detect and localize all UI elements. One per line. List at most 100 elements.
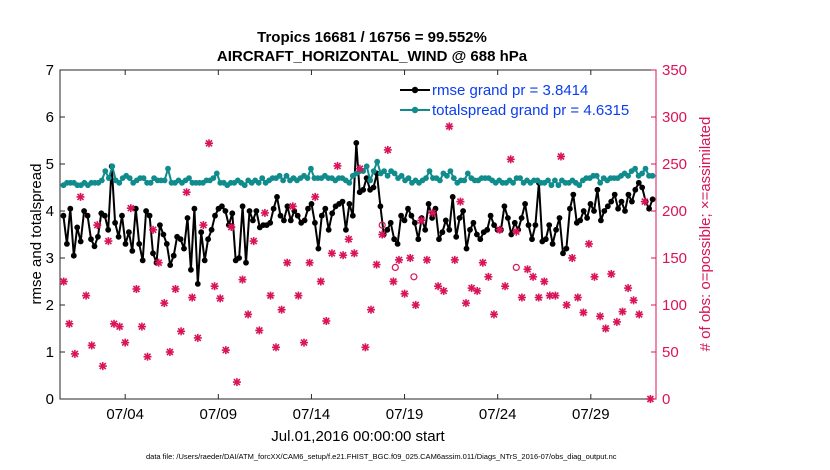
- rmse-point: [129, 248, 136, 254]
- obs-asterisk-stroke: [423, 256, 431, 264]
- rmse-point: [325, 226, 332, 233]
- obs-asterisk-stroke: [563, 301, 571, 309]
- rmse-point: [77, 238, 84, 245]
- rmse-point: [629, 198, 635, 205]
- rmse-point: [67, 205, 74, 212]
- rmse-point: [70, 252, 77, 259]
- rmse-point: [322, 205, 329, 212]
- obs-assimilated-point: [573, 293, 582, 302]
- left-tick-label: 2: [46, 297, 54, 314]
- spread-point: [102, 168, 109, 175]
- obs-assimilated-point: [121, 338, 130, 347]
- rmse-point: [205, 236, 212, 243]
- rmse-point: [132, 205, 139, 212]
- obs-assimilated-point: [199, 221, 208, 230]
- spread-point: [374, 158, 381, 165]
- obs-assimilated-point: [316, 277, 325, 286]
- obs-assimilated-point: [417, 216, 426, 225]
- spread-point: [423, 175, 429, 182]
- rmse-point: [474, 231, 480, 238]
- rmse-point: [91, 243, 98, 250]
- obs-assimilated-point: [294, 291, 303, 300]
- obs-assimilated-point: [434, 282, 443, 291]
- rmse-point: [401, 217, 408, 224]
- rmse-point: [250, 217, 256, 224]
- rmse-point: [608, 198, 615, 205]
- obs-asterisk-stroke: [535, 293, 543, 302]
- legend-spread-label: totalspread grand pr = 4.6315: [432, 102, 629, 119]
- rmse-point: [229, 210, 236, 217]
- obs-asterisk-stroke: [574, 293, 582, 302]
- rmse-point: [546, 222, 553, 229]
- obs-assimilated-point: [629, 296, 638, 305]
- obs-assimilated-point: [305, 258, 314, 267]
- right-y-axis: 0 50 100 150 200 250 300 350: [651, 62, 687, 408]
- obs-assimilated-point: [428, 208, 437, 217]
- obs-asterisk-stroke: [71, 350, 79, 358]
- spread-point: [241, 182, 248, 189]
- spread-point: [552, 177, 558, 184]
- rmse-point: [604, 203, 611, 210]
- obs-asterisk-stroke: [507, 155, 515, 163]
- obs-assimilated-point: [65, 319, 74, 328]
- rmse-point: [508, 231, 515, 238]
- rmse-point: [436, 236, 442, 243]
- obs-asterisk-stroke: [283, 259, 291, 267]
- obs-assimilated-point: [221, 346, 230, 355]
- rmse-point: [181, 245, 187, 252]
- spread-point: [255, 179, 262, 186]
- obs-assimilated-point: [601, 324, 610, 333]
- obs-assimilated-point: [372, 260, 381, 269]
- obs-asterisk-stroke: [205, 139, 213, 147]
- right-tick-label: 50: [662, 344, 679, 361]
- obs-assimilated-point: [350, 249, 359, 258]
- rmse-point: [567, 205, 573, 212]
- rmse-point: [594, 186, 601, 193]
- legend-spread-marker: [411, 106, 419, 114]
- obs-asterisk-stroke: [65, 320, 73, 328]
- rmse-point: [157, 222, 163, 229]
- obs-assimilated-point: [283, 258, 292, 267]
- obs-asterisk-stroke: [104, 237, 112, 245]
- obs-asterisk-stroke: [238, 276, 247, 284]
- rmse-point: [84, 212, 91, 219]
- rmse-series: [60, 140, 656, 287]
- rmse-point: [239, 203, 246, 210]
- obs-assimilated-point: [495, 225, 504, 234]
- obs-assimilated-point: [400, 289, 409, 298]
- rmse-point: [88, 236, 94, 243]
- rmse-point: [360, 186, 367, 193]
- obs-assimilated-point: [378, 230, 387, 239]
- obs-asterisk-stroke: [160, 299, 168, 307]
- obs-asterisk-stroke: [149, 226, 157, 234]
- rmse-point: [632, 186, 639, 193]
- legend-box: [396, 77, 642, 121]
- rmse-point: [143, 208, 150, 214]
- obs-assimilated-point: [557, 152, 565, 161]
- obs-assimilated-point: [277, 305, 286, 314]
- obs-asterisk-stroke: [289, 202, 297, 210]
- obs-assimilated-point: [216, 294, 225, 303]
- obs-assimilated-point: [87, 341, 96, 350]
- obs-assimilated-point: [266, 291, 275, 300]
- obs-asterisk-stroke: [518, 293, 526, 302]
- rmse-point: [74, 224, 81, 231]
- obs-asterisk-stroke: [401, 290, 409, 298]
- obs-assimilated-point: [406, 254, 415, 262]
- obs-asterisk-stroke: [462, 299, 470, 307]
- obs-assimilated-point: [160, 299, 169, 308]
- obs-asterisk-stroke: [434, 282, 442, 290]
- obs-asterisk-stroke: [490, 310, 498, 318]
- obs-assimilated-point: [311, 192, 320, 201]
- rmse-point: [370, 184, 377, 191]
- obs-asterisk-stroke: [473, 287, 481, 295]
- obs-asterisk-stroke: [579, 308, 587, 317]
- spread-point: [464, 170, 471, 177]
- obs-asterisk-stroke: [155, 259, 163, 267]
- spread-point: [642, 165, 649, 172]
- obs-assimilated-point: [607, 270, 616, 278]
- obs-asterisk-stroke: [395, 256, 403, 264]
- rmse-point: [601, 208, 608, 214]
- obs-possible-point: [512, 263, 520, 271]
